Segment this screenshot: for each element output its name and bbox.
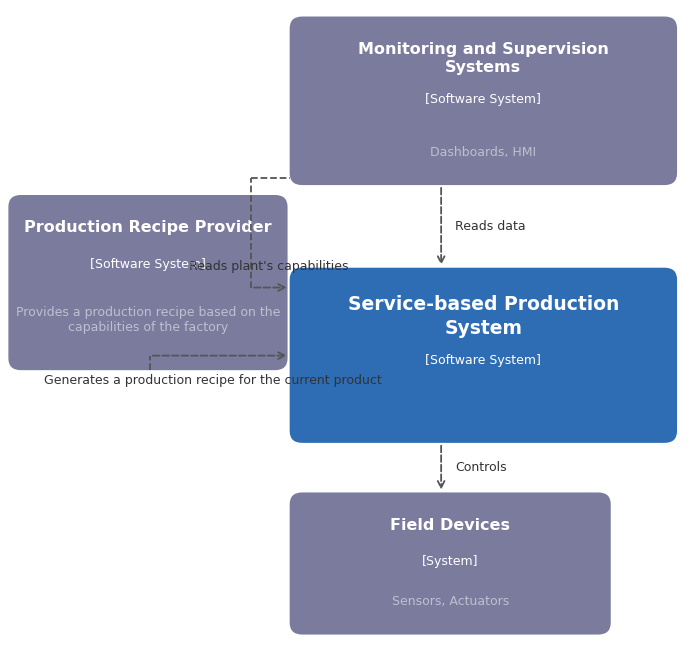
- Text: [System]: [System]: [422, 555, 478, 568]
- Text: Reads plant's capabilities: Reads plant's capabilities: [189, 260, 348, 273]
- Text: [Software System]: [Software System]: [425, 354, 542, 367]
- Text: Provides a production recipe based on the
capabilities of the factory: Provides a production recipe based on th…: [16, 306, 280, 334]
- FancyBboxPatch shape: [290, 17, 677, 185]
- Text: Production Recipe Provider: Production Recipe Provider: [24, 220, 272, 235]
- Text: Generates a production recipe for the current product: Generates a production recipe for the cu…: [44, 374, 382, 387]
- Text: Reads data: Reads data: [455, 219, 526, 233]
- Text: Field Devices: Field Devices: [390, 518, 510, 533]
- Text: Monitoring and Supervision
Systems: Monitoring and Supervision Systems: [358, 42, 609, 75]
- FancyBboxPatch shape: [290, 492, 611, 635]
- Text: Sensors, Actuators: Sensors, Actuators: [392, 595, 509, 608]
- Text: Dashboards, HMI: Dashboards, HMI: [430, 145, 537, 159]
- Text: Service-based Production
System: Service-based Production System: [348, 295, 619, 338]
- Text: Controls: Controls: [455, 461, 507, 475]
- Text: [Software System]: [Software System]: [425, 93, 542, 106]
- Text: [Software System]: [Software System]: [90, 258, 206, 271]
- FancyBboxPatch shape: [290, 268, 677, 443]
- FancyBboxPatch shape: [8, 195, 288, 370]
